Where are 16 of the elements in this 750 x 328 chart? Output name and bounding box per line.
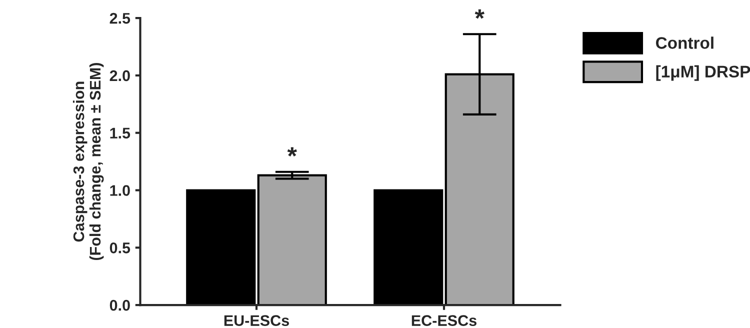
- y-tick-label: 2.5: [110, 12, 130, 24]
- bar: [186, 189, 256, 306]
- bar: [374, 189, 444, 306]
- y-tick-label: 0.5: [110, 242, 130, 254]
- y-tick-label: 2.0: [110, 70, 130, 82]
- y-tick-label: 1.5: [110, 128, 130, 139]
- y-axis-title: Caspase-3 expression (Fold change, mean ± SEM): [72, 63, 104, 260]
- legend-label: Control: [656, 36, 714, 49]
- annotation: *: [474, 9, 484, 19]
- x-tick-label: EU-ESCs: [224, 315, 289, 326]
- y-tick-label: 0.0: [110, 300, 130, 311]
- y-tick-label: 1.0: [110, 185, 130, 196]
- legend-label: [1μM] DRSP: [656, 65, 750, 81]
- bar: [257, 174, 327, 306]
- x-tick-label: EC-ESCs: [412, 315, 476, 326]
- annotation: *: [287, 147, 297, 156]
